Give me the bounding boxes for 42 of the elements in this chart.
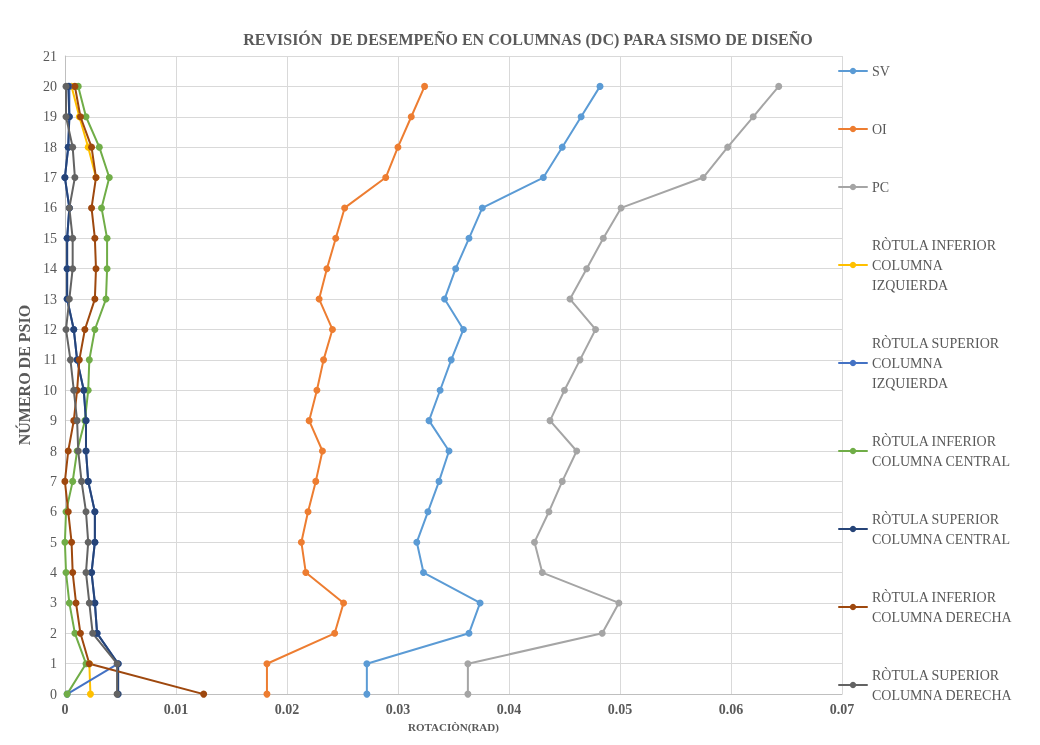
legend-label: RÒTULA INFERIOR COLUMNA DERECHA [872, 588, 1013, 625]
x-tick-label: 0.06 [718, 701, 744, 717]
y-tick-label: 11 [43, 352, 57, 368]
legend-label: RÒTULA SUPERIOR COLUMNA DERECHA [872, 666, 1013, 703]
y-tick-label: 0 [49, 686, 57, 702]
y-tick-label: 8 [49, 443, 57, 459]
y-tick-label: 21 [42, 48, 57, 64]
x-tick-label: 0.03 [385, 701, 411, 717]
x-axis-title: ROTACIÒN(RAD) [408, 720, 500, 734]
y-tick-label: 10 [42, 382, 57, 398]
chart-title: REVISIÓN DE DESEMPEÑO EN COLUMNAS (DC) PARA SISMO DE DISEÑO [243, 29, 813, 49]
y-tick-label: 15 [42, 230, 57, 246]
y-tick-label: 7 [49, 473, 57, 489]
y-tick-label: 5 [49, 534, 57, 550]
y-tick-label: 13 [42, 291, 57, 307]
y-tick-label: 1 [49, 656, 57, 672]
legend-label: RÒTULA INFERIOR COLUMNA CENTRAL [872, 432, 1011, 469]
y-tick-label: 6 [49, 504, 57, 520]
y-tick-label: 18 [42, 139, 57, 155]
legend-label: RÒTULA SUPERIOR COLUMNA IZQUIERDA [872, 334, 1003, 391]
legend-label: SV [872, 63, 890, 79]
y-tick-label: 14 [42, 261, 57, 277]
y-tick-label: 20 [42, 78, 57, 94]
legend-label: RÒTULA SUPERIOR COLUMNA CENTRAL [872, 510, 1011, 547]
x-tick-label: 0.05 [607, 701, 633, 717]
x-tick-label: 0.02 [274, 701, 300, 717]
y-tick-label: 9 [49, 413, 57, 429]
y-axis-title: NÚMERO DE PSIO [14, 304, 33, 446]
legend-label: PC [872, 179, 890, 195]
x-tick-label: 0.07 [829, 701, 855, 717]
legend-label: RÒTULA INFERIOR COLUMNA IZQUIERDA [872, 236, 1000, 293]
x-tick-label: 0.01 [163, 701, 189, 717]
y-tick-label: 16 [42, 200, 57, 216]
y-tick-label: 19 [42, 109, 57, 125]
y-tick-label: 17 [42, 170, 57, 186]
legend-label: OI [872, 121, 888, 137]
y-tick-label: 3 [49, 595, 57, 611]
y-tick-label: 4 [49, 565, 57, 581]
x-tick-label: 0.04 [496, 701, 522, 717]
y-tick-label: 12 [42, 321, 57, 337]
x-tick-label: 0 [61, 701, 69, 717]
y-tick-label: 2 [49, 625, 57, 641]
